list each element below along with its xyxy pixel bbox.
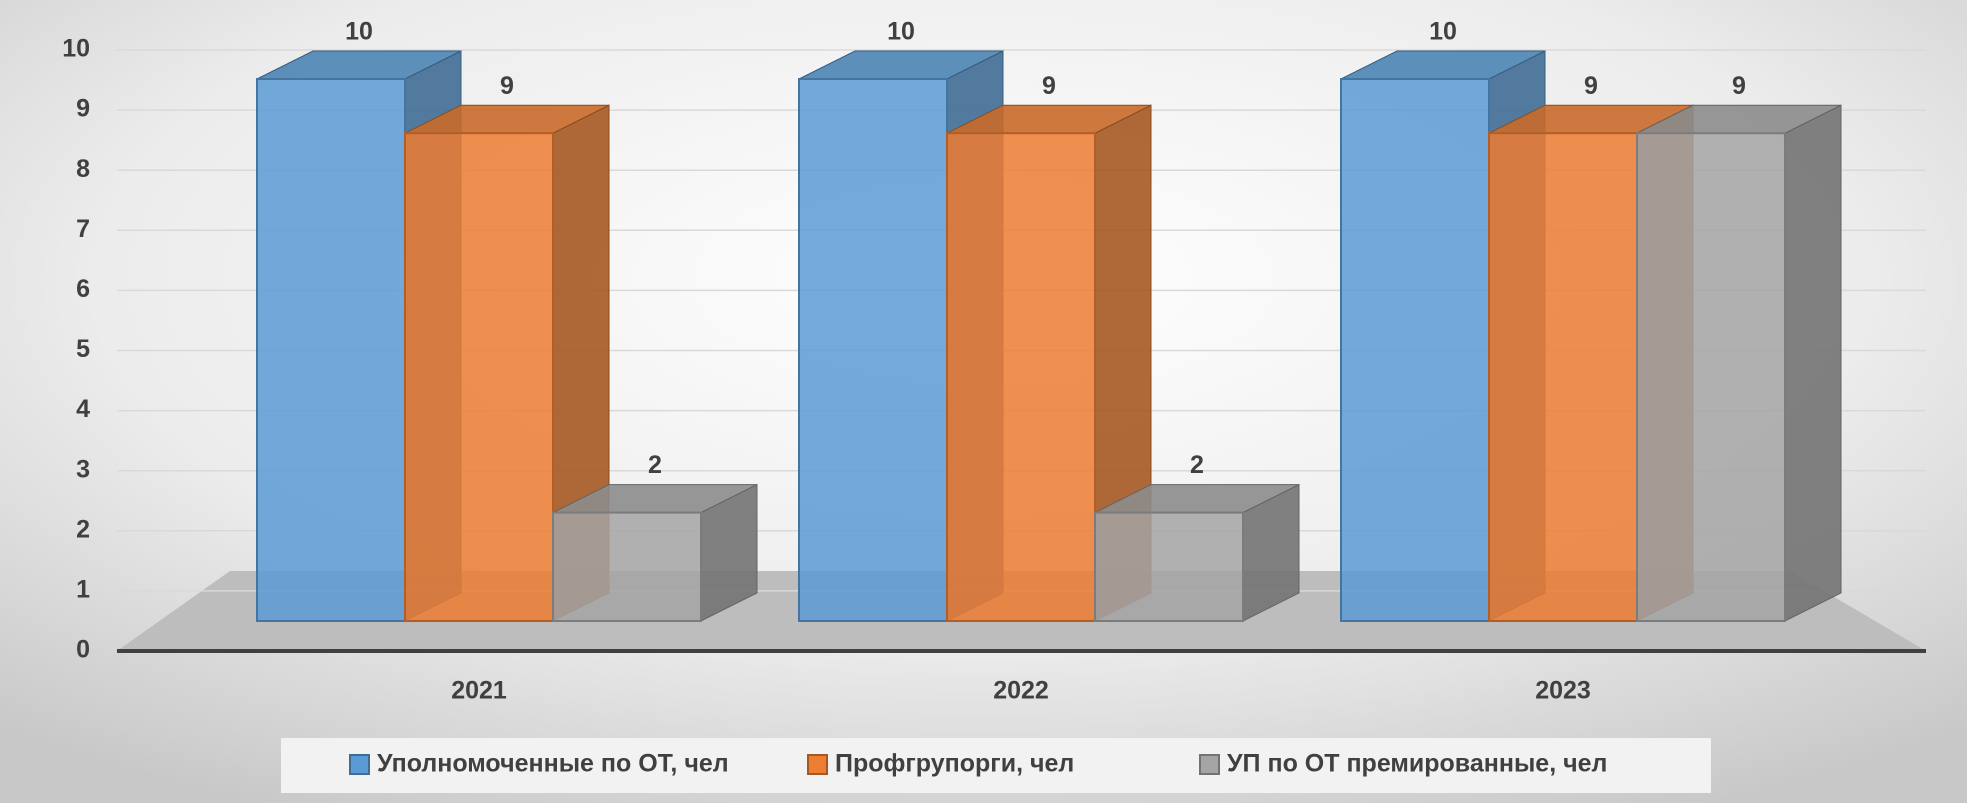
y-tick-label: 9 [76, 95, 90, 123]
y-tick-label: 2 [76, 515, 90, 543]
legend-label: Уполномоченные по ОТ, чел [377, 750, 729, 778]
legend [281, 738, 1711, 793]
data-label: 9 [1584, 72, 1598, 100]
x-tick-label: 2022 [993, 677, 1049, 705]
y-tick-label: 0 [76, 636, 90, 664]
data-label: 10 [887, 18, 915, 46]
data-label: 2 [648, 451, 662, 479]
legend-label: УП по ОТ премированные, чел [1227, 750, 1607, 778]
y-tick-label: 7 [76, 215, 90, 243]
x-tick-label: 2021 [451, 677, 507, 705]
bar-side [1784, 104, 1842, 622]
y-tick-label: 1 [76, 576, 90, 604]
legend-label: Профгрупорги, чел [835, 750, 1074, 778]
bar [256, 78, 406, 622]
legend-marker [349, 754, 370, 775]
bar [1488, 132, 1638, 622]
y-tick-label: 5 [76, 335, 90, 363]
data-label: 2 [1190, 451, 1204, 479]
data-label: 9 [500, 72, 514, 100]
bar [404, 132, 554, 622]
legend-marker [807, 754, 828, 775]
y-tick-label: 10 [62, 35, 90, 63]
bar [1636, 132, 1786, 622]
data-label: 10 [345, 18, 373, 46]
y-tick-label: 4 [76, 395, 90, 423]
legend-marker [1199, 754, 1220, 775]
bar [946, 132, 1096, 622]
bar [1094, 511, 1244, 622]
data-label: 10 [1429, 18, 1457, 46]
y-tick-label: 6 [76, 275, 90, 303]
bar [798, 78, 948, 622]
data-label: 9 [1732, 72, 1746, 100]
y-tick-label: 3 [76, 455, 90, 483]
data-label: 9 [1042, 72, 1056, 100]
y-tick-label: 8 [76, 155, 90, 183]
x-tick-label: 2023 [1535, 677, 1591, 705]
bar [1340, 78, 1490, 622]
bar [552, 511, 702, 622]
